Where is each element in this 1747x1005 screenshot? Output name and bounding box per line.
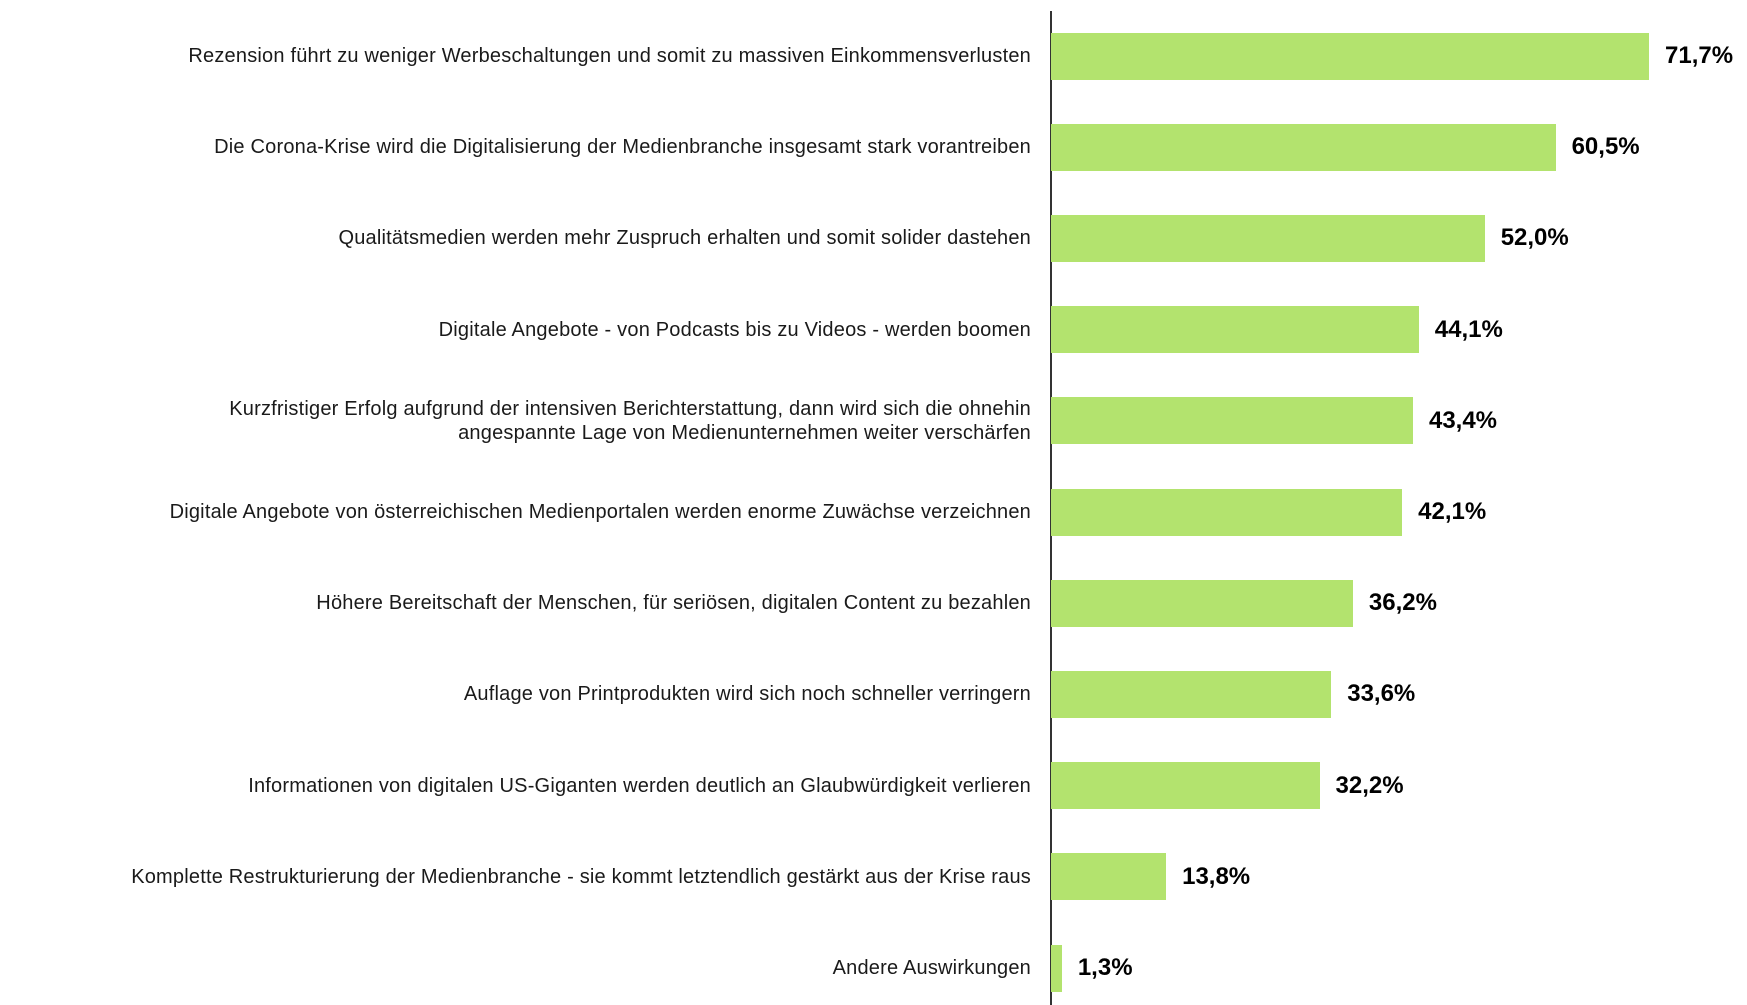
bar [1051,853,1167,901]
category-label: Digitale Angebote - von Podcasts bis zu … [438,318,1031,341]
bar [1051,306,1419,354]
category-label: Komplette Restrukturierung der Medienbra… [131,865,1031,888]
data-label: 33,6% [1347,680,1416,708]
category-label: Qualitätsmedien werden mehr Zuspruch erh… [338,227,1031,250]
data-label: 52,0% [1500,224,1569,252]
data-label: 71,7% [1665,42,1734,69]
data-label: 13,8% [1182,862,1251,890]
category-label: Kurzfristiger Erfolg aufgrund der intens… [229,397,1031,444]
axis-line [1050,11,1052,1005]
data-label: 1,3% [1077,954,1133,981]
data-label: 44,1% [1434,315,1503,343]
bar [1051,488,1403,536]
bar [1051,670,1332,718]
category-label: Höhere Bereitschaft der Menschen, für se… [316,592,1031,615]
bar [1051,214,1485,262]
bar [1051,32,1649,80]
data-label: 32,2% [1335,771,1404,799]
data-label: 43,4% [1428,406,1498,434]
bar [1051,762,1320,810]
category-label: Andere Auswirkungen [832,957,1031,979]
bar [1051,123,1556,171]
category-label: Digitale Angebote von österreichischen M… [169,501,1031,523]
category-label: Auflage von Printprodukten wird sich noc… [463,683,1031,706]
category-label: Informationen von digitalen US-Giganten … [248,774,1031,797]
data-label: 36,2% [1368,589,1437,617]
category-label: Die Corona-Krise wird die Digitalisierun… [214,136,1031,159]
data-label: 60,5% [1571,133,1640,161]
data-label: 42,1% [1418,498,1487,525]
bar [1051,579,1353,627]
bar [1051,944,1062,992]
category-label: Rezension führt zu weniger Werbeschaltun… [188,45,1031,67]
bar [1051,397,1413,445]
